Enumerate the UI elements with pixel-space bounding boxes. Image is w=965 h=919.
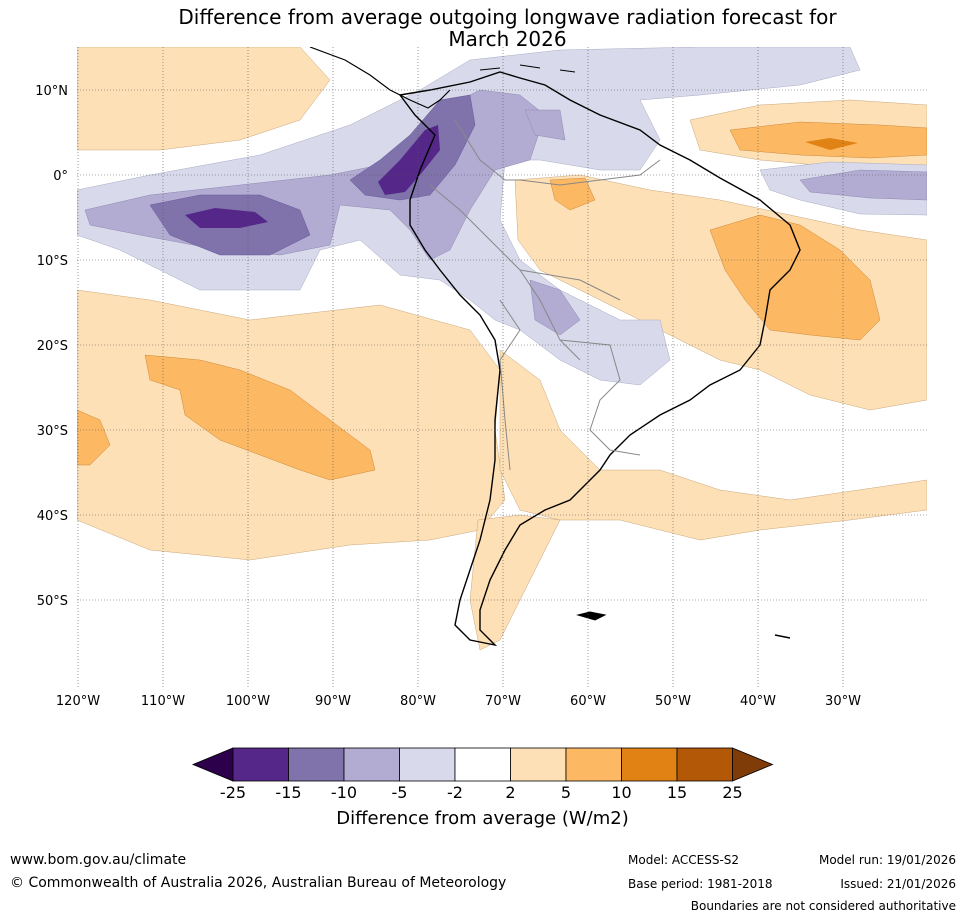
positive-anomaly-north-pacific — [77, 47, 331, 151]
positive-anomaly-south-america-interior — [514, 174, 927, 411]
graticule — [77, 47, 927, 687]
lat-label: 40°S — [37, 509, 68, 524]
colorbar-segment — [510, 747, 567, 782]
south-georgia-island — [774, 634, 791, 639]
positive-anomaly-south-atlantic — [499, 349, 927, 541]
moderate-negative-anomaly-bolivia — [529, 279, 581, 336]
moderate-negative-anomaly-atlantic — [799, 169, 927, 201]
colorbar-extend-low — [191, 747, 234, 782]
colorbar-tick-label: -25 — [220, 783, 246, 802]
strong-positive-anomaly-pacific — [144, 354, 376, 481]
colorbar-tick-label: 25 — [722, 783, 742, 802]
lon-label: 100°W — [226, 694, 270, 709]
colorbar-tick-label: -2 — [447, 783, 463, 802]
source-url: www.bom.gov.au/climate — [10, 852, 187, 868]
colorbar-tick-label: 10 — [611, 783, 631, 802]
lon-label: 40°W — [740, 694, 776, 709]
colorbar-segment — [232, 747, 289, 782]
lat-label: 10°S — [37, 254, 68, 269]
colorbar-segment — [676, 747, 733, 782]
colorbar-tick-label: 2 — [505, 783, 515, 802]
strong-positive-anomaly-west-pacific-patch — [77, 409, 111, 466]
lon-label: 80°W — [400, 694, 436, 709]
lon-label: 60°W — [570, 694, 606, 709]
colorbar-segment — [399, 747, 456, 782]
colorbar-tick-label: -15 — [275, 783, 301, 802]
model-name: Model: ACCESS-S2 — [628, 853, 740, 867]
colorbar-segment — [288, 747, 345, 782]
colorbar-extend-high — [732, 747, 774, 782]
very-strong-positive-anomaly-atlantic — [805, 138, 858, 150]
colorbar-tick-label: -10 — [331, 783, 357, 802]
moderate-negative-anomaly-caribbean — [524, 109, 566, 141]
colorbar-tick-label: 15 — [667, 783, 687, 802]
negative-anomaly-equatorial-band — [77, 47, 861, 386]
lat-label: 0° — [53, 169, 68, 184]
colorbar-segment — [565, 747, 622, 782]
lat-label: 50°S — [37, 594, 68, 609]
south-america-coastline — [398, 71, 801, 647]
country-boundaries — [429, 119, 661, 471]
lon-label: 30°W — [825, 694, 861, 709]
lon-label: 110°W — [141, 694, 185, 709]
lon-label: 70°W — [485, 694, 521, 709]
central-america-coastline — [309, 47, 451, 109]
colorbar-tick-label: -5 — [392, 783, 408, 802]
issued-date: Issued: 21/01/2026 — [840, 877, 956, 891]
very-strong-negative-anomaly-colombia — [378, 125, 440, 195]
lon-label: 120°W — [56, 694, 100, 709]
model-run-date: Model run: 19/01/2026 — [818, 853, 956, 867]
boundaries-disclaimer: Boundaries are not considered authoritat… — [690, 899, 956, 913]
lat-label: 20°S — [37, 339, 68, 354]
colorbar-segment — [454, 747, 511, 782]
colorbar: -25 -15 -10 -5 -2 2 5 10 15 25 — [191, 747, 774, 802]
colorbar-tick-label: 5 — [561, 783, 571, 802]
colorbar-title: Difference from average (W/m2) — [336, 808, 629, 829]
map-title-line2: March 2026 — [448, 27, 567, 51]
longitude-labels: 120°W 110°W 100°W 90°W 80°W 70°W 60°W 50… — [56, 694, 861, 709]
lon-label: 50°W — [655, 694, 691, 709]
colorbar-segment — [621, 747, 678, 782]
strong-positive-anomaly-amazon — [549, 177, 596, 211]
strong-positive-anomaly-brazil — [709, 214, 881, 341]
very-strong-negative-anomaly-pacific — [185, 208, 268, 228]
lat-label: 10°N — [35, 84, 68, 99]
latitude-labels: 10°N 0° 10°S 20°S 30°S 40°S 50°S — [35, 84, 68, 609]
caribbean-islands — [479, 64, 576, 73]
anomaly-fields — [77, 47, 927, 651]
lon-label: 90°W — [315, 694, 351, 709]
colorbar-segment — [343, 747, 400, 782]
lat-label: 30°S — [37, 424, 68, 439]
map-title-line1: Difference from average outgoing longwav… — [178, 5, 837, 29]
falkland-islands — [576, 611, 607, 621]
base-period: Base period: 1981-2018 — [628, 877, 773, 891]
copyright-notice: © Commonwealth of Australia 2026, Austra… — [10, 875, 507, 891]
